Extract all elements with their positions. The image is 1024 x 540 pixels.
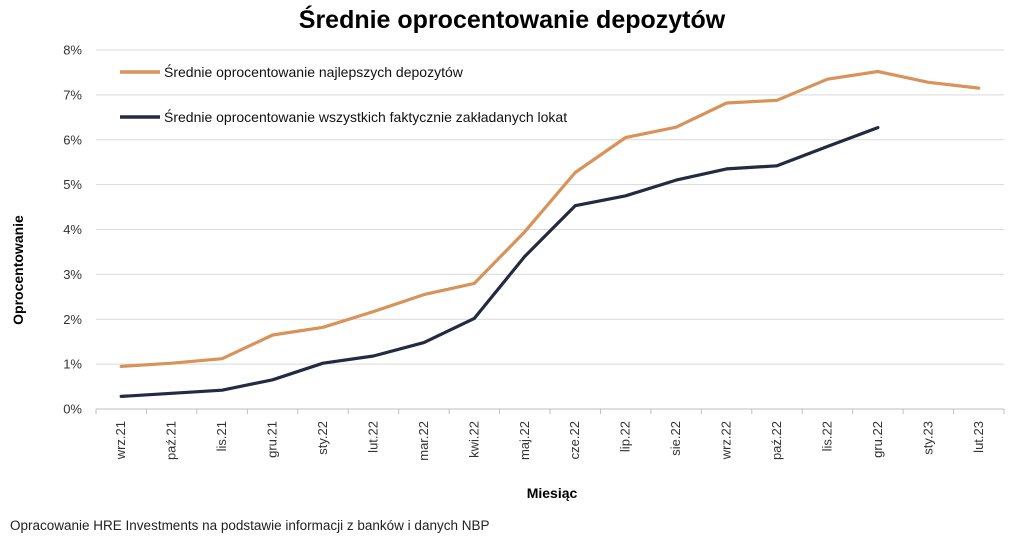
x-tick-label: sty.23 xyxy=(920,421,935,455)
x-tick-label: gru.22 xyxy=(870,421,885,458)
y-tick-label: 5% xyxy=(63,177,82,192)
y-axis-title: Oprocentowanie xyxy=(10,215,26,325)
x-tick-label: kwi.22 xyxy=(466,421,481,458)
x-tick-label: paź.22 xyxy=(769,421,784,460)
line-chart: 0% 1% 2% 3% 4% 5% 6% 7% 8% wrz.21 paź.21 lis.21 gru… xyxy=(10,43,1005,501)
y-tick-label: 8% xyxy=(63,43,82,58)
x-tick-label: lip.22 xyxy=(618,421,633,452)
legend: Średnie oprocentowanie najlepszych depoz… xyxy=(120,63,567,125)
x-tick-label: paź.21 xyxy=(164,421,179,460)
legend-label: Średnie oprocentowanie najlepszych depoz… xyxy=(164,63,464,80)
x-tick-label: wrz.22 xyxy=(719,421,734,460)
source-note: Opracowanie HRE Investments na podstawie… xyxy=(10,518,490,533)
y-tick-label: 1% xyxy=(63,357,82,372)
y-tick-label: 0% xyxy=(63,402,82,417)
y-tick-labels: 0% 1% 2% 3% 4% 5% 6% 7% 8% xyxy=(63,43,82,417)
x-tick-labels: wrz.21 paź.21 lis.21 gru.21 sty.22 lut.22 mar.… xyxy=(113,421,986,461)
x-tick-label: cze.22 xyxy=(567,421,582,459)
series-lines xyxy=(119,69,981,398)
series-line-best-deposits xyxy=(119,69,981,368)
x-axis-title: Miesiąc xyxy=(527,485,578,501)
y-tick-label: 3% xyxy=(63,267,82,282)
x-tick-label: sty.22 xyxy=(315,421,330,455)
y-tick-label: 6% xyxy=(63,132,82,147)
y-tick-label: 7% xyxy=(63,87,82,102)
x-tick-label: lis.22 xyxy=(819,421,834,451)
y-tick-label: 4% xyxy=(63,222,82,237)
series-line-all-deposits xyxy=(119,125,880,398)
x-tick-label: lis.21 xyxy=(214,421,229,451)
x-tick-label: maj.22 xyxy=(517,421,532,460)
x-tick-label: wrz.21 xyxy=(113,421,128,460)
x-tick-label: sie.22 xyxy=(668,421,683,456)
x-tick-label: lut.23 xyxy=(971,421,986,453)
x-tick-label: mar.22 xyxy=(416,421,431,461)
chart-title: Średnie oprocentowanie depozytów xyxy=(298,6,726,34)
y-tick-label: 2% xyxy=(63,312,82,327)
gridlines xyxy=(95,49,1005,414)
x-tick-label: gru.21 xyxy=(265,421,280,458)
legend-label: Średnie oprocentowanie wszystkich faktyc… xyxy=(164,108,567,125)
x-tick-label: lut.22 xyxy=(365,421,380,453)
